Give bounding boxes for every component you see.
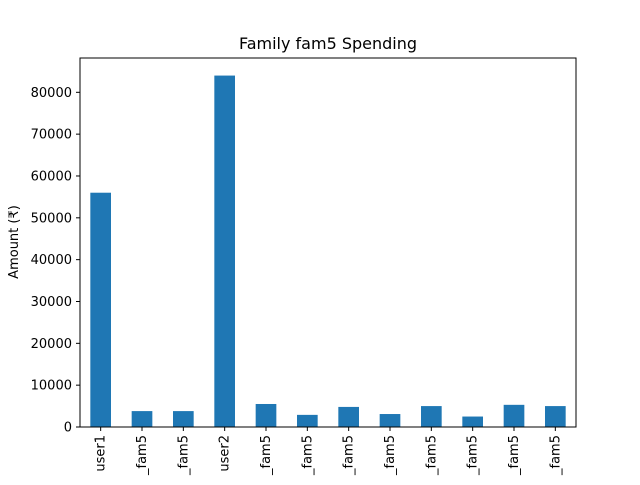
y-tick-label: 40000	[31, 253, 72, 268]
bar	[421, 406, 442, 427]
y-tick-label: 60000	[31, 169, 72, 184]
bar	[214, 75, 235, 427]
y-axis-label: Amount (₹)	[7, 205, 22, 279]
y-tick-label: 0	[64, 421, 72, 436]
x-tick-label: user1	[94, 435, 109, 472]
y-tick-label: 50000	[31, 211, 72, 226]
x-tick-label: _fam5	[300, 435, 315, 476]
x-tick-label: _fam5	[342, 435, 357, 476]
bar	[462, 416, 483, 427]
x-tick-label: _fam5	[466, 435, 481, 476]
bar	[545, 406, 566, 427]
x-tick-label: _fam5	[135, 435, 150, 476]
y-tick-label: 10000	[31, 379, 72, 394]
bar	[173, 411, 194, 427]
bar	[338, 406, 359, 427]
bars-layer	[90, 75, 566, 427]
bar	[503, 404, 525, 427]
bar	[131, 411, 153, 427]
y-tick-label: 30000	[31, 295, 72, 310]
x-tick-label: user2	[218, 435, 233, 472]
x-tick-label: _fam5	[176, 435, 191, 476]
x-axis: user1 _fam5 _fam5 user2 _fam5 _fam5 _fam5 _fam5…	[94, 427, 563, 476]
bar	[90, 192, 111, 427]
bar	[255, 403, 277, 427]
x-tick-label: _fam5	[424, 435, 439, 476]
plot-frame	[79, 57, 577, 428]
chart-title: Family fam5 Spending	[239, 34, 417, 53]
x-tick-label: _fam5	[507, 435, 522, 476]
bar	[297, 414, 318, 427]
bar	[379, 414, 401, 427]
x-tick-label: _fam5	[383, 435, 398, 476]
y-axis: 0 10000 20000 30000 40000 50000 60000 70000 8000…	[31, 86, 80, 436]
y-tick-label: 80000	[31, 86, 72, 101]
y-tick-label: 20000	[31, 337, 72, 352]
x-tick-label: _fam5	[548, 435, 563, 476]
x-tick-label: _fam5	[259, 435, 274, 476]
y-tick-label: 70000	[31, 128, 72, 143]
